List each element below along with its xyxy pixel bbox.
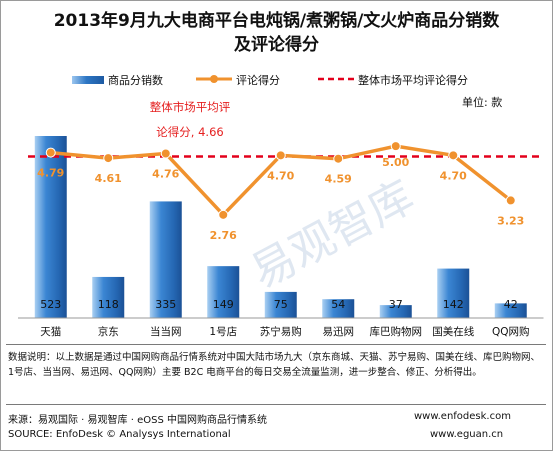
footer-source-cn: 来源：易观国际 · 易观智库 · eOSS 中国网购商品行情系统 bbox=[8, 415, 267, 426]
legend-bar-swatch bbox=[72, 76, 104, 84]
chart-title-line2: 及评论得分 bbox=[234, 35, 319, 55]
legend-line-label: 评论得分 bbox=[236, 74, 280, 87]
footer-separator bbox=[6, 404, 546, 405]
note-separator bbox=[6, 344, 546, 345]
legend-avg-label: 整体市场平均评论得分 bbox=[358, 74, 468, 87]
legend-avg-swatch bbox=[318, 77, 354, 81]
unit-label: 单位: 款 bbox=[462, 96, 503, 109]
data-note: 数据说明：以上数据是通过中国网购商品行情系统对中国大陆市场九大（京东商城、天猫、… bbox=[8, 352, 541, 378]
footer-url-enfodesk: www.enfodesk.com bbox=[414, 411, 511, 422]
avg-annotation-line2: 论得分, 4.66 bbox=[156, 125, 224, 139]
avg-annotation-line1: 整体市场平均评 bbox=[149, 100, 231, 114]
chart-title-line1: 2013年9月九大电商平台电炖锅/煮粥锅/文火炉商品分销数 bbox=[53, 11, 500, 31]
legend-bar-label: 商品分销数 bbox=[108, 74, 163, 87]
footer-url-eguan: www.eguan.cn bbox=[430, 429, 504, 440]
legend-line-swatch bbox=[196, 75, 232, 83]
legend: 商品分销数 评论得分 整体市场平均评论得分 bbox=[0, 70, 553, 90]
footer-source-en: SOURCE: EnfoDesk © Analysys Internationa… bbox=[8, 429, 231, 440]
